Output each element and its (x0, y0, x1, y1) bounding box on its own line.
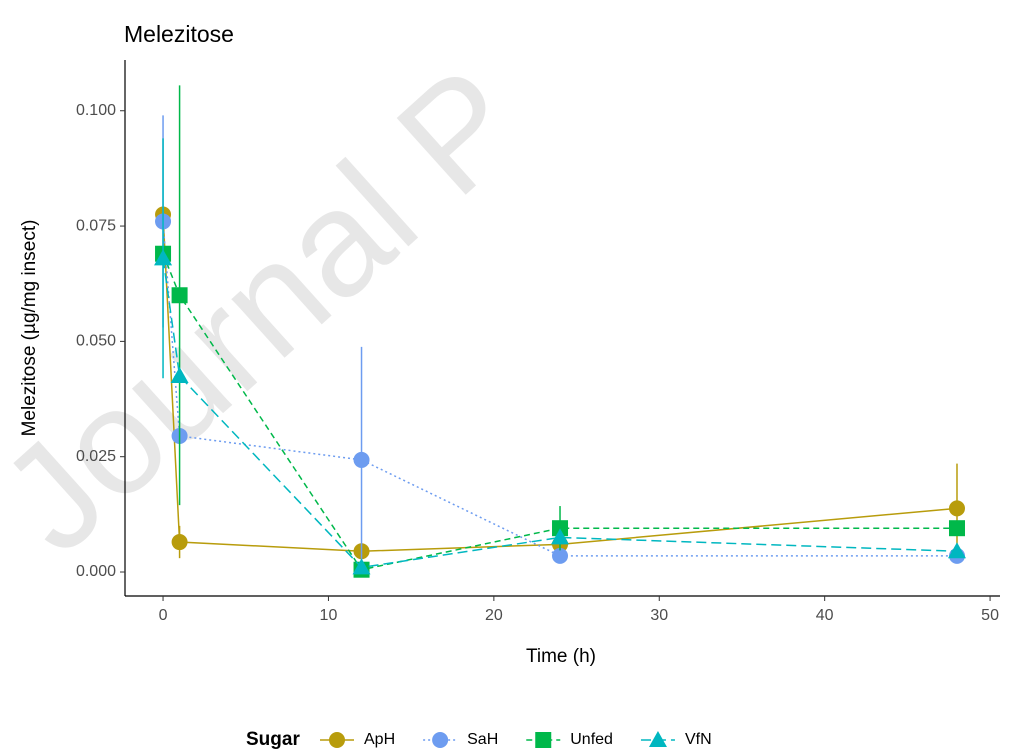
series-line (162, 221, 957, 557)
x-tick-label: 30 (650, 607, 668, 624)
legend-title: Sugar (246, 729, 300, 750)
x-tick-label: 50 (981, 607, 999, 624)
marker (154, 249, 173, 266)
marker (170, 366, 189, 383)
marker (353, 451, 370, 468)
marker (948, 520, 965, 537)
legend-item: VfN (640, 731, 712, 748)
y-tick-label: 0.100 (76, 102, 116, 119)
marker (432, 732, 449, 748)
marker (171, 534, 188, 551)
marker (948, 500, 965, 517)
marker (552, 547, 569, 564)
x-axis-title: Time (h) (526, 646, 596, 667)
legend-item: ApH (320, 731, 395, 748)
marker (552, 520, 569, 537)
y-tick-label: 0.025 (76, 448, 116, 465)
marker (947, 542, 966, 559)
legend-label: VfN (685, 731, 712, 748)
y-tick-label: 0.075 (76, 217, 116, 234)
marker (329, 732, 345, 748)
y-tick-label: 0.000 (76, 563, 116, 580)
legend-item: SaH (423, 731, 498, 748)
marker (551, 528, 570, 545)
x-tick-label: 0 (159, 607, 168, 624)
legend-label: Unfed (570, 731, 613, 748)
marker (352, 558, 371, 575)
legend-item: Unfed (526, 731, 613, 748)
y-axis-title: Melezitose (µg/mg insect) (19, 220, 40, 437)
legend-label: SaH (467, 731, 498, 748)
chart-title: Melezitose (124, 21, 234, 47)
x-tick-label: 40 (816, 607, 834, 624)
legend-label: ApH (364, 731, 395, 748)
x-tick-label: 10 (320, 607, 338, 624)
marker (648, 731, 667, 747)
x-tick-label: 20 (485, 607, 503, 624)
marker (535, 732, 552, 748)
y-tick-label: 0.050 (76, 333, 116, 350)
series (154, 138, 966, 575)
marker (171, 287, 188, 304)
